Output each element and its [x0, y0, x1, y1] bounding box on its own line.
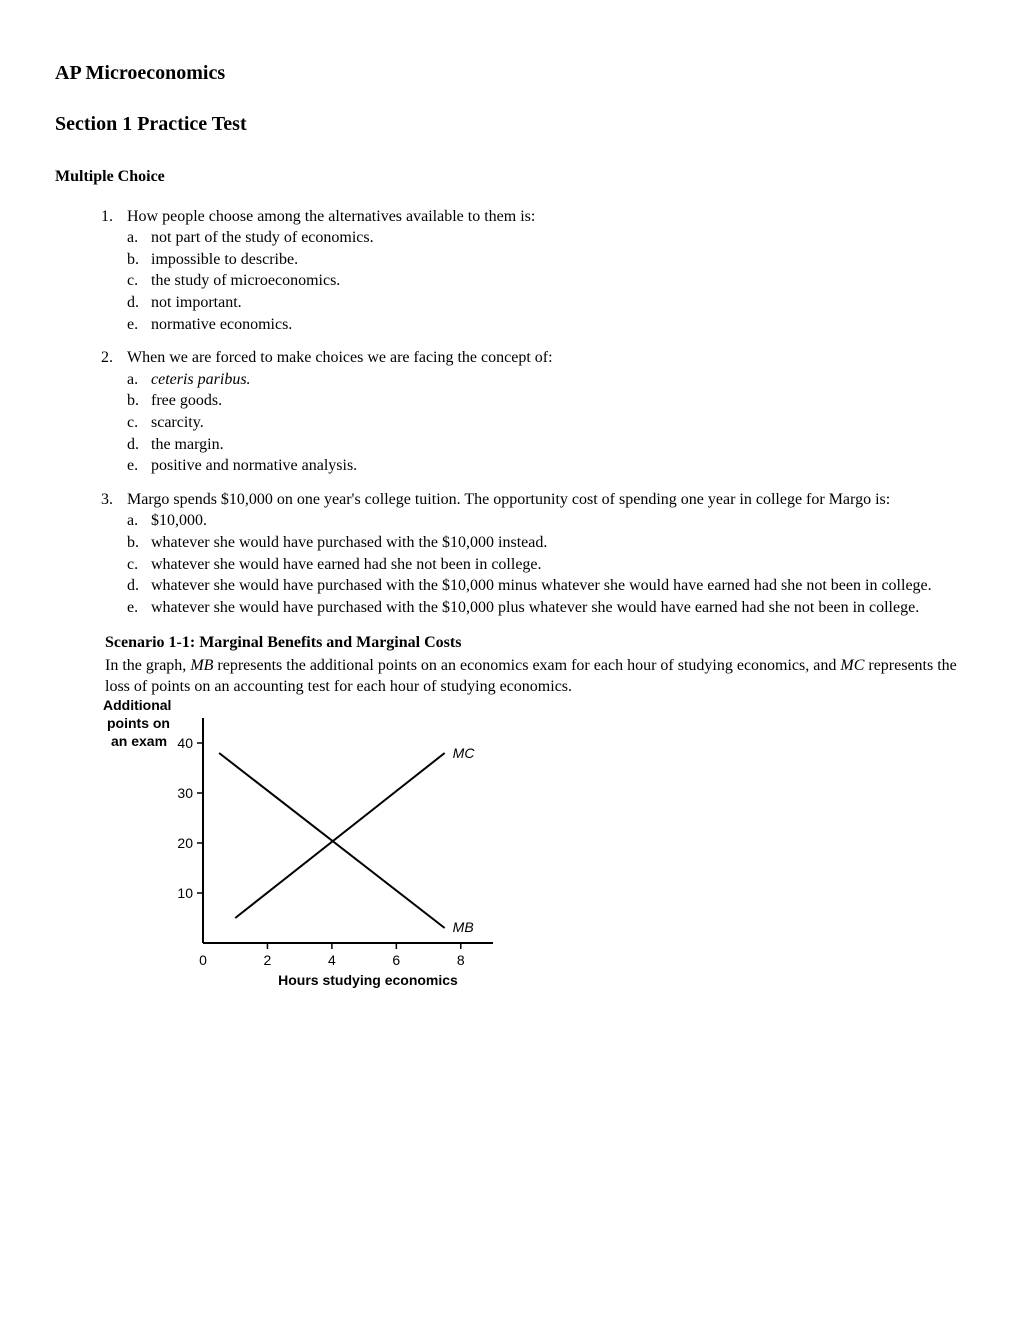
question-number: 1.	[77, 206, 127, 228]
option-text: ceteris paribus.	[151, 369, 965, 391]
option-letter: c.	[127, 412, 151, 434]
option-text: impossible to describe.	[151, 249, 965, 271]
option: e.positive and normative analysis.	[127, 455, 965, 477]
option: d.whatever she would have purchased with…	[127, 575, 965, 597]
scenario-mid: represents the additional points on an e…	[213, 657, 840, 674]
svg-text:6: 6	[392, 952, 400, 968]
svg-text:10: 10	[177, 885, 193, 901]
scenario-mc: MC	[840, 657, 864, 674]
option-text: scarcity.	[151, 412, 965, 434]
svg-text:MB: MB	[453, 919, 474, 935]
option: d.the margin.	[127, 434, 965, 456]
option: e.normative economics.	[127, 314, 965, 336]
option-text: whatever she would have earned had she n…	[151, 554, 965, 576]
option-text: whatever she would have purchased with t…	[151, 597, 965, 619]
option: c.the study of microeconomics.	[127, 270, 965, 292]
option-text: not part of the study of economics.	[151, 227, 965, 249]
svg-text:4: 4	[328, 952, 336, 968]
svg-text:0: 0	[199, 952, 207, 968]
svg-text:MC: MC	[453, 745, 476, 761]
option: a.not part of the study of economics.	[127, 227, 965, 249]
option-letter: a.	[127, 369, 151, 391]
svg-text:8: 8	[457, 952, 465, 968]
option-letter: a.	[127, 510, 151, 532]
scenario-pre: In the graph,	[105, 657, 190, 674]
chart-container: Additional points on an exam 10 20 30 40 0 2 4 6 8 M…	[103, 698, 965, 1025]
options-list: a.ceteris paribus.b.free goods.c.scarcit…	[127, 369, 965, 477]
svg-text:20: 20	[177, 835, 193, 851]
option: c.whatever she would have earned had she…	[127, 554, 965, 576]
svg-text:2: 2	[264, 952, 272, 968]
option-text: whatever she would have purchased with t…	[151, 532, 965, 554]
option-letter: b.	[127, 249, 151, 271]
option-letter: b.	[127, 390, 151, 412]
page-subtitle: Section 1 Practice Test	[55, 111, 965, 138]
question-text: How people choose among the alternatives…	[127, 206, 965, 228]
option-text: normative economics.	[151, 314, 965, 336]
svg-text:40: 40	[177, 735, 193, 751]
svg-text:Hours studying economics: Hours studying economics	[278, 972, 458, 988]
question-text: Margo spends $10,000 on one year's colle…	[127, 489, 965, 511]
option-letter: d.	[127, 434, 151, 456]
option-letter: c.	[127, 554, 151, 576]
option: c.scarcity.	[127, 412, 965, 434]
questions-list: 1.How people choose among the alternativ…	[77, 206, 965, 619]
option-letter: d.	[127, 292, 151, 314]
option-text: not important.	[151, 292, 965, 314]
svg-text:points on: points on	[107, 715, 170, 731]
options-list: a.$10,000.b.whatever she would have purc…	[127, 510, 965, 618]
option: e.whatever she would have purchased with…	[127, 597, 965, 619]
question-number: 2.	[77, 347, 127, 369]
option: a.ceteris paribus.	[127, 369, 965, 391]
option: b.whatever she would have purchased with…	[127, 532, 965, 554]
scenario-text: In the graph, MB represents the addition…	[105, 655, 965, 698]
svg-text:an exam: an exam	[111, 733, 167, 749]
mb-mc-chart: Additional points on an exam 10 20 30 40 0 2 4 6 8 M…	[103, 698, 543, 1018]
option-letter: e.	[127, 455, 151, 477]
options-list: a.not part of the study of economics.b.i…	[127, 227, 965, 335]
option-text: whatever she would have purchased with t…	[151, 575, 965, 597]
option: b.impossible to describe.	[127, 249, 965, 271]
option-text: the study of microeconomics.	[151, 270, 965, 292]
svg-text:Additional: Additional	[103, 698, 171, 713]
option-text: positive and normative analysis.	[151, 455, 965, 477]
question: 2.When we are forced to make choices we …	[77, 347, 965, 477]
page-title: AP Microeconomics	[55, 60, 965, 87]
option-letter: e.	[127, 597, 151, 619]
section-header: Multiple Choice	[55, 166, 965, 188]
option-text: the margin.	[151, 434, 965, 456]
option: a.$10,000.	[127, 510, 965, 532]
option-text: $10,000.	[151, 510, 965, 532]
question: 1.How people choose among the alternativ…	[77, 206, 965, 336]
question-text: When we are forced to make choices we ar…	[127, 347, 965, 369]
option-letter: d.	[127, 575, 151, 597]
option: b.free goods.	[127, 390, 965, 412]
question-number: 3.	[77, 489, 127, 511]
option-letter: e.	[127, 314, 151, 336]
svg-text:30: 30	[177, 785, 193, 801]
option: d.not important.	[127, 292, 965, 314]
option-letter: a.	[127, 227, 151, 249]
option-text: free goods.	[151, 390, 965, 412]
option-letter: b.	[127, 532, 151, 554]
scenario-block: Scenario 1-1: Marginal Benefits and Marg…	[105, 632, 965, 698]
scenario-mb: MB	[190, 657, 213, 674]
option-letter: c.	[127, 270, 151, 292]
scenario-title: Scenario 1-1: Marginal Benefits and Marg…	[105, 632, 965, 654]
question: 3.Margo spends $10,000 on one year's col…	[77, 489, 965, 619]
